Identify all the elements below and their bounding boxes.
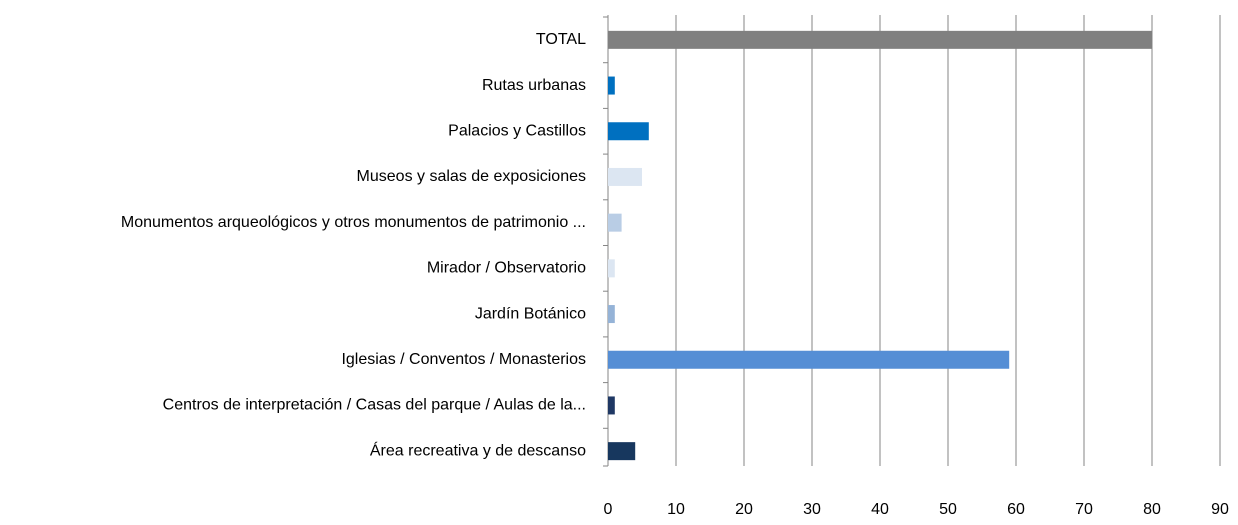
bar	[608, 396, 615, 415]
y-tick-label: Centros de interpretación / Casas del pa…	[163, 397, 586, 414]
x-tick-label: 60	[1007, 501, 1025, 518]
x-tick-label: 50	[939, 501, 957, 518]
y-tick-label: Mirador / Observatorio	[427, 260, 586, 277]
bar	[608, 30, 1152, 49]
bar	[608, 350, 1010, 369]
y-tick-label: Rutas urbanas	[482, 77, 586, 94]
y-tick-label: Palacios y Castillos	[448, 122, 586, 139]
x-tick-label: 30	[803, 501, 821, 518]
y-tick-label: TOTAL	[536, 31, 586, 48]
x-tick-label: 80	[1143, 501, 1161, 518]
x-tick-label: 0	[604, 501, 613, 518]
x-tick-label: 10	[667, 501, 685, 518]
bar	[608, 122, 649, 141]
x-tick-label: 20	[735, 501, 753, 518]
y-tick-label: Área recreativa y de descanso	[370, 440, 586, 459]
bar	[608, 305, 615, 324]
bar	[608, 259, 615, 278]
y-tick-label: Jardín Botánico	[475, 305, 586, 322]
x-tick-label: 70	[1075, 501, 1093, 518]
bar	[608, 167, 642, 186]
bar	[608, 76, 615, 95]
y-tick-label: Monumentos arqueológicos y otros monumen…	[121, 214, 586, 231]
x-tick-label: 90	[1211, 501, 1229, 518]
x-tick-label: 40	[871, 501, 889, 518]
bar	[608, 213, 622, 232]
y-tick-label: Museos y salas de exposiciones	[357, 168, 586, 185]
y-tick-label: Iglesias / Conventos / Monasterios	[341, 351, 586, 368]
bar	[608, 442, 636, 461]
